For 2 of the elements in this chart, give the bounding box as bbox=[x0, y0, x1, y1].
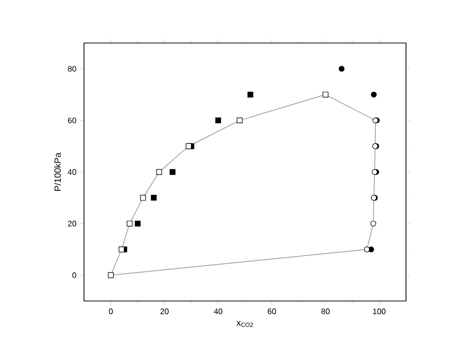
x-axis-title: x$_{CO2}$ bbox=[236, 321, 253, 327]
y-axis-title: P/100kPa bbox=[54, 152, 61, 191]
